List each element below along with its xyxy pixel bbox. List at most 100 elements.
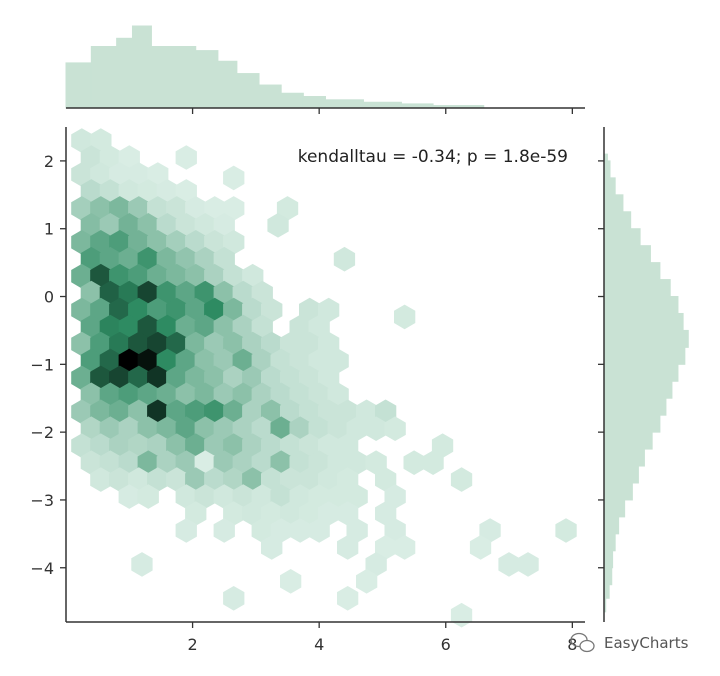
hexbin-cell xyxy=(242,467,264,492)
hexbin-cell xyxy=(90,128,112,153)
hexbin-cell xyxy=(109,297,131,323)
hexbin-cell xyxy=(251,314,273,340)
hexbin-cell xyxy=(346,484,368,509)
hexbin-cell xyxy=(261,365,283,391)
hexbin-cell xyxy=(128,399,150,425)
hexbin-cell xyxy=(118,145,140,170)
hexbin-cell xyxy=(175,348,197,374)
hexbin-cell xyxy=(261,467,283,492)
marginal-x-bar xyxy=(131,25,152,109)
hexbin-cell xyxy=(327,416,349,441)
hexbin-cell xyxy=(118,382,140,408)
hexbin-cell xyxy=(327,484,349,509)
hexbin-cell xyxy=(242,263,264,289)
hexbin-cell xyxy=(327,348,349,374)
hexbin-cell xyxy=(384,416,406,441)
marginal-x-bar xyxy=(90,46,118,109)
hexbin-cell xyxy=(261,399,283,425)
hexbin-cell xyxy=(71,230,93,255)
hexbin-cell xyxy=(71,433,93,458)
hexbin-cell xyxy=(175,314,197,340)
hexbin-cell xyxy=(118,179,140,204)
marginal-y-bar xyxy=(603,380,673,399)
wechat-icon xyxy=(570,632,595,653)
hexbin-cell xyxy=(308,314,330,340)
hexbin-cell xyxy=(147,196,169,221)
hexbin-cell xyxy=(156,179,178,204)
hexbin-cell xyxy=(128,467,150,492)
hexbin-cell xyxy=(251,518,273,543)
hexbin-cell xyxy=(327,450,349,475)
hexbin-cell xyxy=(242,433,264,458)
hexbin-cell xyxy=(137,382,159,408)
hexbin-cell xyxy=(194,213,216,238)
marginal-x-bar xyxy=(302,96,327,109)
axes xyxy=(65,107,605,623)
hexbin-cell xyxy=(156,416,178,441)
hexbin-cell xyxy=(90,467,112,492)
hexbin-cell xyxy=(99,179,121,204)
marginal-y-bar xyxy=(603,567,613,586)
hexbin-cell xyxy=(308,348,330,374)
hexbin-cell xyxy=(365,552,387,577)
hexbin-cell xyxy=(251,416,273,441)
hexbin-cell xyxy=(223,297,245,323)
marginal-x-bar xyxy=(236,73,260,109)
marginal-y-bar xyxy=(603,296,679,314)
hexbin-cell xyxy=(175,213,197,238)
hexbin-cell xyxy=(147,230,169,255)
hexbin-cell xyxy=(128,331,150,357)
x-tick-label: 6 xyxy=(441,635,451,654)
hexbin-cell xyxy=(109,399,131,425)
hexbin-cell xyxy=(185,365,207,391)
hexbin-cell xyxy=(337,586,359,611)
hexbin-cell xyxy=(242,331,264,357)
hexbin-cell xyxy=(223,501,245,526)
hexbin-cell xyxy=(232,484,254,509)
hexbin-cell xyxy=(175,518,197,543)
hexbin-cell xyxy=(299,365,321,391)
hexbin-cell xyxy=(71,128,93,153)
hexbin-cell xyxy=(80,314,102,340)
hexbin-cell xyxy=(99,246,121,272)
hexbin-cell xyxy=(318,365,340,391)
hexbin-cell xyxy=(90,399,112,425)
hexbin-cell xyxy=(270,348,292,374)
hexbin-cell xyxy=(213,416,235,441)
marginal-x-bar xyxy=(65,62,92,109)
marginal-y-histogram xyxy=(603,153,689,613)
hexbin-cell xyxy=(232,280,254,306)
y-tick-label: 0 xyxy=(44,288,54,307)
watermark-text: EasyCharts xyxy=(604,634,689,652)
hexbin-cell xyxy=(175,484,197,509)
hexbin-cell xyxy=(204,196,226,221)
hexbin-cell xyxy=(99,450,121,475)
hexbin-cell xyxy=(118,280,140,306)
hexbin-cell xyxy=(308,416,330,441)
hexbin-cell xyxy=(147,399,169,425)
hexbin-cell xyxy=(422,450,444,475)
hexbin-cell xyxy=(194,246,216,272)
hexbin-cell xyxy=(270,518,292,543)
marginal-y-bar xyxy=(603,346,686,365)
hexbin-cell xyxy=(213,382,235,408)
marginal-y-bar xyxy=(603,516,620,535)
marginal-x-histogram xyxy=(65,25,485,109)
hexbin-cell xyxy=(375,399,397,425)
hexbin-cell xyxy=(289,484,311,509)
hexbin-cell xyxy=(204,399,226,425)
hexbin-cell xyxy=(109,331,131,357)
hexbin-cell xyxy=(80,145,102,170)
hexbin-cell xyxy=(394,304,416,330)
hexbin-cell xyxy=(384,484,406,509)
hexbin-cell xyxy=(99,145,121,170)
hexbin-cell xyxy=(194,314,216,340)
hexbin-cell xyxy=(90,297,112,323)
hexbin-cell xyxy=(223,399,245,425)
hexbin-cell xyxy=(375,467,397,492)
hexbin-cell xyxy=(280,365,302,391)
hexbin-cell xyxy=(194,382,216,408)
hexbin-cell xyxy=(137,179,159,204)
hexbin-cell xyxy=(166,467,188,492)
